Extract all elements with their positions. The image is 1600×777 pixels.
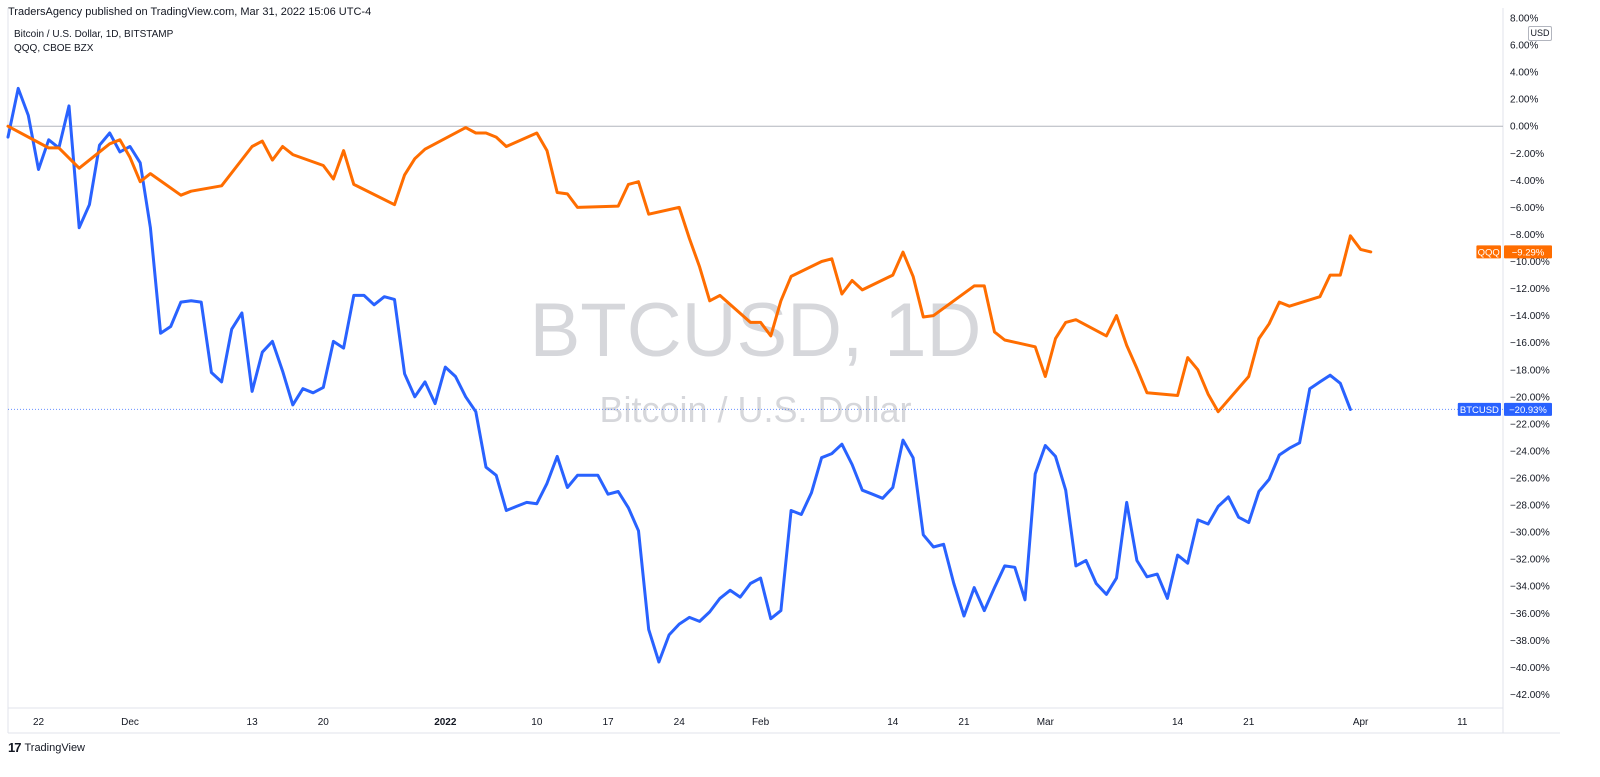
x-tick-label: 17 [602,717,614,728]
currency-label[interactable]: USD [1528,26,1552,41]
y-tick-label: −28.00% [1510,501,1550,512]
y-tick-label: −8.00% [1510,230,1544,241]
y-tick-label: −16.00% [1510,338,1550,349]
y-tick-label: −2.00% [1510,149,1544,160]
x-tick-label: 21 [958,717,970,728]
x-tick-label: Feb [752,717,770,728]
series-value-tag [1504,245,1552,259]
x-tick-label: Mar [1037,717,1055,728]
y-tick-label: −20.00% [1510,392,1550,403]
x-tick-label: 2022 [434,717,457,728]
x-tick-label: Apr [1353,717,1369,728]
legend-btc[interactable]: Bitcoin / U.S. Dollar, 1D, BITSTAMP [14,29,174,40]
series-name-tag-label: BTCUSD [1460,405,1499,416]
y-tick-label: −4.00% [1510,176,1544,187]
y-tick-label: 4.00% [1510,68,1538,79]
y-tick-label: −10.00% [1510,257,1550,268]
y-tick-label: −34.00% [1510,582,1550,593]
x-tick-label: 22 [33,717,45,728]
y-tick-label: −32.00% [1510,555,1550,566]
series-name-tag [1457,402,1501,416]
y-tick-label: −6.00% [1510,203,1544,214]
series-line-qqq [6,124,1373,414]
x-axis: 22 Dec 13 20 2022 10 17 24 Feb 14 21 Mar 14 21 Apr 11 [33,717,1468,728]
x-tick-label: 11 [1457,717,1468,728]
y-tick-label: −22.00% [1510,419,1550,430]
y-axis: 8.00% 6.00% 4.00% 2.00% 0.00% −2.00% −4.00% −6.… [1510,14,1550,701]
y-tick-label: −30.00% [1510,528,1550,539]
y-tick-label: −14.00% [1510,311,1550,322]
last-value-badge-btcusd[interactable]: BTCUSD −20.93% [1457,402,1552,416]
y-tick-label: 0.00% [1510,122,1538,133]
x-tick-label: 20 [318,717,330,728]
y-tick-label: −24.00% [1510,446,1550,457]
y-tick-label: −12.00% [1510,284,1550,295]
x-tick-label: Dec [121,717,139,728]
x-tick-label: 14 [1172,717,1184,728]
tradingview-footer[interactable]: 17 TradingView [8,740,85,755]
grid [7,8,1560,734]
publisher-credit: TradersAgency published on TradingView.c… [8,6,372,18]
x-tick-label: 21 [1243,717,1255,728]
watermark-title: BTCUSD, 1D [530,288,982,373]
x-tick-label: 14 [887,717,899,728]
x-tick-label: 13 [247,717,259,728]
y-tick-label: 2.00% [1510,95,1538,106]
x-tick-label: 10 [531,717,543,728]
y-tick-label: −26.00% [1510,474,1550,485]
y-tick-label: 6.00% [1510,41,1538,52]
last-value-badge-qqq[interactable]: QQQ −9.29% [1476,245,1552,259]
y-tick-label: −36.00% [1510,609,1550,620]
legend-qqq[interactable]: QQQ, CBOE BZX [14,43,94,54]
series-value-tag-label: −9.29% [1512,247,1545,258]
y-tick-label: 8.00% [1510,14,1538,25]
y-tick-label: −38.00% [1510,636,1550,647]
y-tick-label: −40.00% [1510,663,1550,674]
y-tick-label: −42.00% [1510,690,1550,701]
series-value-tag [1504,402,1552,416]
y-tick-label: −18.00% [1510,365,1550,376]
series-line-btcusd [6,86,1352,664]
series-legend: Bitcoin / U.S. Dollar, 1D, BITSTAMP QQQ,… [14,28,173,56]
last-value-badges: BTCUSD −20.93% QQQ −9.29% [1457,245,1552,416]
footer-brand: TradingView [24,741,86,754]
tradingview-logo-icon: 17 [8,740,22,755]
series-name-tag-label: QQQ [1478,247,1500,258]
series-value-tag-label: −20.93% [1509,405,1547,416]
series-name-tag [1476,245,1501,259]
x-tick-label: 24 [674,717,686,728]
series-lines [6,86,1373,664]
